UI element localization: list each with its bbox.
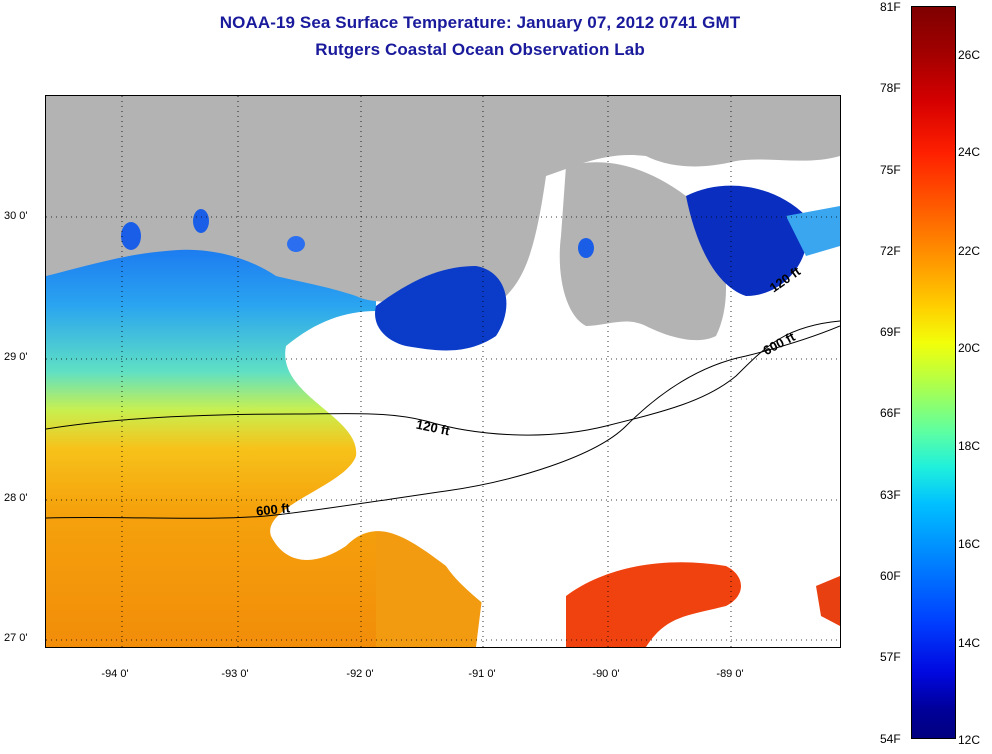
colorbar-f-label: 60F bbox=[880, 569, 901, 583]
temperature-colorbar bbox=[911, 6, 956, 739]
sst-map-image bbox=[46, 96, 840, 647]
colorbar-f-label: 78F bbox=[880, 81, 901, 95]
inland-lake bbox=[578, 238, 594, 258]
lon-label-94: -94 0' bbox=[101, 668, 129, 680]
cool-water-patch bbox=[786, 206, 840, 256]
colorbar-c-label: 16C bbox=[958, 537, 981, 551]
lon-label-90: -90 0' bbox=[592, 668, 620, 680]
colorbar-f-label: 63F bbox=[880, 488, 901, 502]
colorbar-c-label: 24C bbox=[958, 145, 981, 159]
inland-lake bbox=[121, 222, 141, 250]
lat-label-28: 28 0' bbox=[4, 492, 28, 504]
sst-map bbox=[45, 95, 841, 648]
delta-land bbox=[559, 162, 726, 341]
lon-label-93: -93 0' bbox=[221, 668, 249, 680]
contour-120ft bbox=[46, 320, 840, 436]
land-area bbox=[46, 96, 840, 325]
colorbar-f-label: 69F bbox=[880, 325, 901, 339]
inland-lake bbox=[193, 209, 209, 233]
inland-lake bbox=[287, 236, 305, 252]
lat-label-30: 30 0' bbox=[4, 210, 28, 222]
colorbar-f-label: 57F bbox=[880, 650, 901, 664]
warm-eddy-patch bbox=[566, 562, 741, 647]
lon-label-91: -91 0' bbox=[468, 668, 496, 680]
colorbar-c-label: 12C bbox=[958, 733, 981, 747]
lon-label-89: -89 0' bbox=[716, 668, 744, 680]
map-title: NOAA-19 Sea Surface Temperature: January… bbox=[219, 13, 741, 32]
warm-edge-patch bbox=[816, 576, 840, 626]
lon-label-92: -92 0' bbox=[346, 668, 374, 680]
lat-label-27: 27 0' bbox=[4, 632, 28, 644]
cloud-cover bbox=[270, 276, 840, 647]
colorbar-f-label: 54F bbox=[880, 732, 901, 746]
colorbar-f-label: 75F bbox=[880, 163, 901, 177]
colorbar-c-label: 18C bbox=[958, 439, 981, 453]
graticule bbox=[46, 96, 840, 647]
colorbar-c-label: 22C bbox=[958, 244, 981, 258]
colorbar-c-label: 20C bbox=[958, 341, 981, 355]
contour-600ft bbox=[46, 325, 840, 519]
cold-bay-water bbox=[686, 185, 808, 296]
colorbar-c-label: 26C bbox=[958, 48, 981, 62]
map-subtitle: Rutgers Coastal Ocean Observation Lab bbox=[315, 40, 645, 59]
colorbar-f-label: 66F bbox=[880, 406, 901, 420]
cold-coastal-water bbox=[375, 266, 507, 351]
colorbar-f-label: 72F bbox=[880, 244, 901, 258]
colorbar-c-label: 14C bbox=[958, 636, 981, 650]
lat-label-29: 29 0' bbox=[4, 351, 28, 363]
colorbar-f-label: 81F bbox=[880, 0, 901, 14]
